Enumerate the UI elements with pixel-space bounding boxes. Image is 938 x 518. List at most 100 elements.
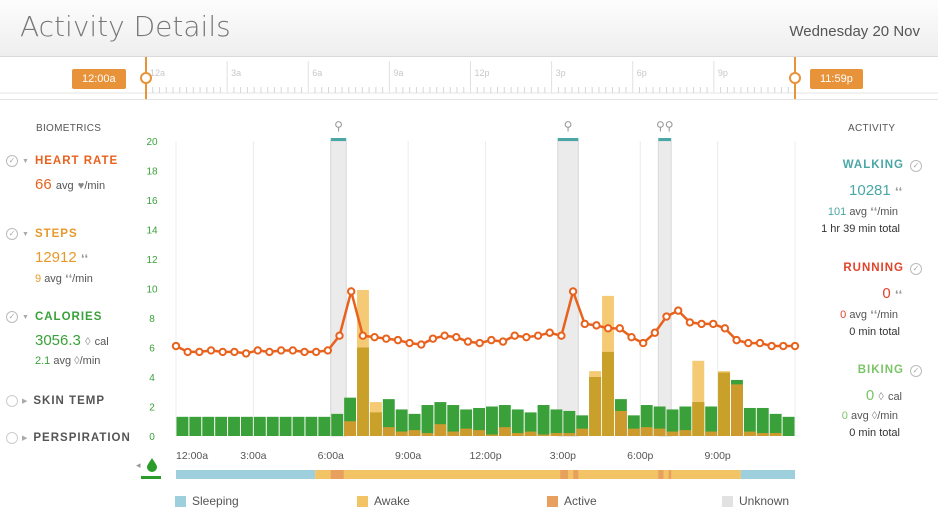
- calorie-bar: [176, 416, 189, 436]
- biking-unit: /min: [877, 410, 898, 422]
- walking-band-top: [557, 138, 579, 141]
- unchecked-icon[interactable]: [6, 432, 18, 444]
- caret-down-icon[interactable]: ▼: [22, 157, 29, 165]
- active-segment: [330, 470, 344, 479]
- metric-steps[interactable]: ✓ ▼ STEPS 12912 ❛❛ 9 avg ❛❛/min: [6, 228, 146, 285]
- heart-rate-point: [265, 347, 274, 357]
- activity-walking[interactable]: WALKING ✓ 10281 ❛❛ 101 avg ❛❛/min 1 hr 39…: [796, 155, 926, 235]
- calorie-bar: [692, 402, 705, 436]
- calorie-bar: [395, 409, 408, 436]
- walking-band-top: [658, 138, 672, 141]
- calorie-bar: [756, 407, 769, 436]
- sleep-segment: [176, 470, 316, 479]
- check-icon[interactable]: ✓: [6, 155, 18, 167]
- step-bar-overlap: [602, 351, 614, 436]
- calorie-bar: [253, 416, 266, 436]
- metric-perspiration[interactable]: ▶ PERSPIRATION: [6, 432, 146, 444]
- caret-down-icon[interactable]: ▼: [22, 313, 29, 321]
- calorie-bar: [408, 413, 421, 436]
- metric-skin-temp[interactable]: ▶ SKIN TEMP: [6, 395, 146, 407]
- heart-rate-point: [755, 338, 765, 348]
- heart-rate-point: [662, 312, 671, 321]
- caret-down-icon[interactable]: ▼: [22, 230, 29, 238]
- step-bar: [692, 360, 705, 436]
- timeline-tick-label: 12p: [475, 68, 490, 78]
- walking-band: [330, 140, 347, 437]
- y-tick-label: 10: [146, 285, 158, 296]
- scroll-left-icon: ◂: [136, 461, 141, 471]
- timeline-scrubber[interactable]: 12a 3a 6a 9a 12p 3p 6p 9p 12:00a 11:59p: [0, 57, 938, 100]
- timeline-start-handle[interactable]: 12:00a: [72, 69, 126, 89]
- footprints-icon: ❛❛: [870, 206, 878, 218]
- step-bar: [756, 433, 769, 436]
- biking-label: BIKING: [857, 364, 904, 376]
- calorie-bar: [460, 409, 473, 436]
- timeline-end-handle[interactable]: 11:59p: [810, 69, 863, 89]
- y-tick-label: 20: [146, 137, 158, 148]
- step-bar-overlap: [589, 377, 602, 436]
- legend-active: Active: [547, 494, 597, 508]
- heart-rate-point: [452, 332, 461, 342]
- walking-avg-text: avg: [849, 206, 868, 218]
- check-icon[interactable]: ✓: [910, 365, 922, 377]
- calorie-bar: [331, 413, 344, 436]
- active-segment: [658, 470, 664, 479]
- timeline-start-knob: [140, 72, 152, 84]
- drop-icon: [147, 458, 157, 472]
- heart-rate-point: [171, 341, 181, 351]
- timeline-ruler[interactable]: 12a 3a 6a 9a 12p 3p 6p 9p: [0, 57, 938, 99]
- step-bar: [486, 434, 498, 436]
- metric-calories[interactable]: ✓ ▼ CALORIES 3056.3 ◊ cal 2.1 avg ◊/min: [6, 311, 146, 367]
- check-icon[interactable]: ✓: [6, 228, 18, 240]
- x-tick-label: 12:00p: [469, 450, 501, 462]
- calorie-bar: [640, 405, 653, 436]
- caret-right-icon[interactable]: ▶: [22, 435, 28, 442]
- active-swatch: [547, 495, 558, 507]
- step-bar: [666, 431, 679, 436]
- x-tick-label: 6:00a: [318, 450, 344, 462]
- step-bar: [731, 384, 743, 436]
- calories-sub-value: 2.1: [35, 355, 51, 367]
- step-bar: [434, 424, 447, 436]
- heart-rate-unit: /min: [84, 180, 106, 192]
- caret-right-icon[interactable]: ▶: [22, 398, 28, 405]
- biking-total: 0 min total: [849, 427, 900, 439]
- unchecked-icon[interactable]: [6, 395, 18, 407]
- calorie-bar: [653, 406, 666, 436]
- step-bar: [524, 431, 537, 436]
- y-tick-label: 2: [149, 403, 155, 414]
- heart-rate-line: [175, 286, 795, 355]
- activity-running[interactable]: RUNNING ✓ 0 ❛❛ 0 avg ❛❛/min 0 min total: [796, 258, 926, 338]
- calorie-bar: [614, 399, 627, 436]
- calorie-bar: [769, 413, 782, 436]
- step-bar-overlap: [718, 372, 731, 436]
- check-icon[interactable]: ✓: [6, 311, 18, 323]
- activity-header: ACTIVITY: [848, 123, 896, 134]
- calorie-bar: [718, 372, 731, 436]
- legend-unknown-label: Unknown: [739, 494, 790, 508]
- running-avg-text: avg: [849, 309, 868, 321]
- heart-rate-point: [709, 319, 718, 329]
- step-bar-overlap: [692, 402, 705, 436]
- heart-rate-point: [779, 341, 788, 351]
- legend-active-label: Active: [564, 494, 597, 508]
- timeline-end-knob: [789, 72, 801, 84]
- activity-biking[interactable]: BIKING ✓ 0 ◊ cal 0 avg ◊/min 0 min total: [796, 360, 926, 439]
- timeline-tick-label: 3p: [556, 68, 566, 78]
- check-icon[interactable]: ✓: [910, 263, 922, 275]
- calorie-bar: [344, 397, 357, 436]
- check-icon[interactable]: ✓: [910, 160, 922, 172]
- step-bar: [537, 434, 550, 436]
- walking-marker-icon: ⚲: [334, 119, 343, 133]
- calories-label: CALORIES: [34, 311, 103, 323]
- flame-icon: ◊: [74, 355, 80, 367]
- step-bar: [640, 427, 653, 436]
- step-bar: [602, 295, 614, 436]
- heart-rate-point: [720, 324, 730, 333]
- calories-sub-unit: /min: [79, 355, 101, 367]
- step-bar: [705, 431, 718, 436]
- drop-icon-underline: [141, 476, 161, 479]
- timeline-tick-label: 12a: [150, 68, 165, 78]
- metric-heart-rate[interactable]: ✓ ▼ HEART RATE 66 avg ♥/min: [6, 155, 146, 193]
- calorie-bar: [782, 416, 795, 436]
